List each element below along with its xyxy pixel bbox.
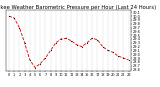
Title: Milwaukee Weather Barometric Pressure per Hour (Last 24 Hours): Milwaukee Weather Barometric Pressure pe…	[0, 5, 156, 10]
